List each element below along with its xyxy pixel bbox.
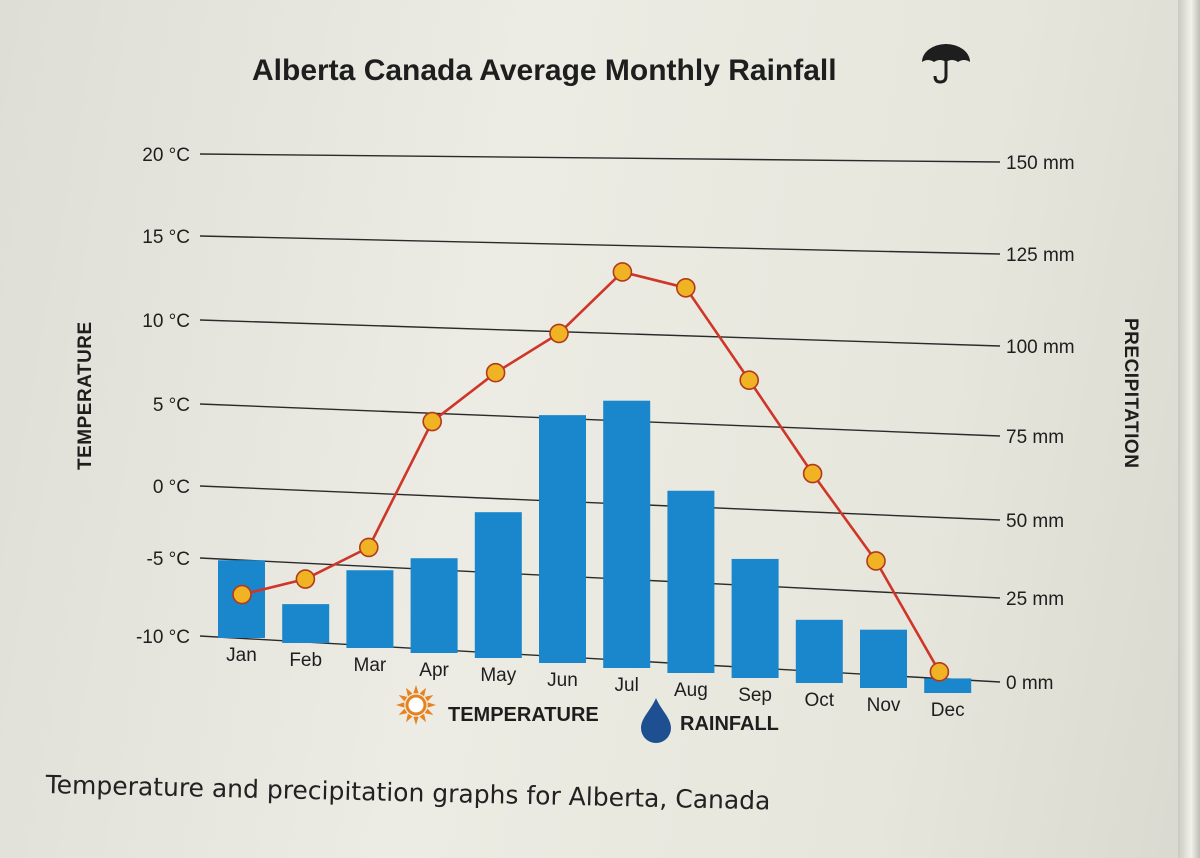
gridline: [199, 153, 1001, 163]
temperature-point-jan: [232, 584, 252, 605]
temperature-point-jun: [549, 323, 569, 344]
y-left-tick-label: -10 °C: [136, 627, 190, 648]
gridline: [199, 235, 1001, 255]
y-left-tick-label: 5 °C: [153, 395, 190, 416]
rainfall-bar-may: [474, 512, 522, 658]
rainfall-bar-jul: [603, 400, 651, 668]
umbrella-icon: [922, 44, 970, 84]
month-label: Jan: [226, 645, 257, 666]
y-right-tick-label: 150 mm: [1006, 153, 1075, 174]
gridline: [199, 319, 1001, 347]
rainfall-bar-feb: [282, 604, 330, 643]
legend-temperature: TEMPERATURE: [448, 704, 599, 726]
y-left-tick-label: 10 °C: [142, 311, 190, 332]
temperature-point-apr: [422, 411, 443, 432]
sun-icon: [396, 685, 436, 725]
rainfall-bar-dec: [924, 678, 972, 693]
temperature-point-may: [485, 362, 506, 383]
page-edge: [1178, 0, 1200, 858]
month-label: May: [480, 665, 516, 686]
raindrop-icon: [641, 698, 671, 743]
temperature-line: [241, 270, 941, 673]
rainfall-bar-oct: [795, 619, 843, 683]
rainfall-bar-nov: [860, 629, 907, 688]
y-left-tick-label: 0 °C: [153, 477, 190, 498]
gridline: [199, 403, 1001, 437]
temperature-point-sep: [739, 370, 760, 390]
month-label: Jun: [547, 670, 578, 691]
rainfall-bar-mar: [346, 570, 394, 648]
temperature-point-dec: [929, 662, 950, 682]
temperature-point-aug: [675, 278, 696, 298]
y-right-tick-label: 25 mm: [1006, 589, 1064, 610]
y-left-tick-label: -5 °C: [147, 549, 191, 570]
temperature-point-nov: [866, 551, 886, 571]
month-label: Dec: [931, 700, 965, 721]
month-label: Jul: [615, 675, 639, 696]
y-right-tick-label: 100 mm: [1006, 337, 1075, 358]
y-left-tick-label: 15 °C: [142, 227, 190, 248]
month-label: Aug: [674, 680, 708, 701]
y-right-tick-label: 125 mm: [1006, 245, 1075, 266]
y-axis-left-label: TEMPERATURE: [75, 321, 96, 470]
month-label: Feb: [289, 650, 322, 671]
legend-rainfall: RAINFALL: [680, 713, 779, 735]
rainfall-bar-sep: [731, 558, 779, 678]
y-right-tick-label: 0 mm: [1006, 673, 1054, 694]
temperature-point-mar: [358, 537, 379, 558]
temperature-point-feb: [295, 569, 316, 589]
rainfall-bar-apr: [410, 558, 458, 653]
month-label: Mar: [354, 655, 387, 676]
y-axis-right-label: PRECIPITATION: [1120, 318, 1141, 468]
month-label: Oct: [805, 690, 835, 711]
rainfall-bar-jun: [539, 415, 586, 663]
month-label: Sep: [738, 685, 772, 706]
y-right-tick-label: 50 mm: [1006, 511, 1064, 532]
temperature-point-oct: [802, 463, 823, 484]
chart-title: Alberta Canada Average Monthly Rainfall: [252, 54, 837, 87]
month-label: Apr: [419, 660, 449, 681]
gridline: [199, 485, 1001, 521]
month-label: Nov: [867, 695, 901, 716]
temperature-point-jul: [612, 262, 633, 282]
rainfall-bar-aug: [667, 490, 715, 673]
y-left-tick-label: 20 °C: [142, 145, 190, 166]
y-right-tick-label: 75 mm: [1006, 427, 1064, 448]
